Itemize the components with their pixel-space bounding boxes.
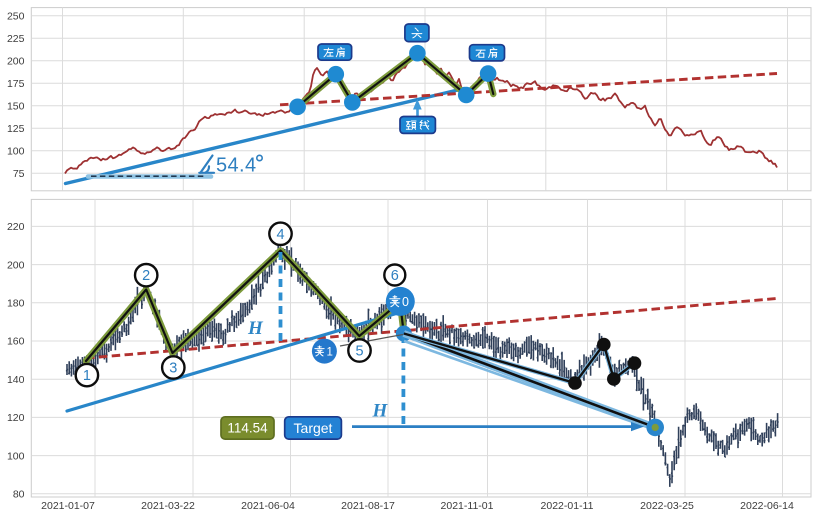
svg-text:2021-03-22: 2021-03-22: [141, 500, 195, 512]
svg-text:114.54: 114.54: [227, 421, 268, 436]
svg-text:175: 175: [7, 78, 25, 90]
svg-text:75: 75: [13, 168, 25, 180]
svg-text:125: 125: [7, 123, 25, 135]
svg-text:H: H: [247, 318, 264, 339]
svg-text:0: 0: [402, 295, 409, 309]
svg-text:100: 100: [7, 450, 25, 462]
svg-text:3: 3: [169, 361, 177, 377]
svg-text:220: 220: [7, 221, 25, 233]
svg-text:H: H: [372, 401, 389, 422]
svg-text:2021-11-01: 2021-11-01: [441, 500, 494, 512]
svg-text:150: 150: [7, 100, 25, 112]
svg-text:5: 5: [355, 344, 363, 360]
svg-text:2021-08-17: 2021-08-17: [341, 500, 395, 512]
svg-text:225: 225: [7, 33, 25, 45]
svg-text:160: 160: [7, 336, 25, 348]
svg-text:250: 250: [7, 10, 25, 22]
svg-text:2022-01-11: 2022-01-11: [541, 500, 594, 512]
svg-text:100: 100: [7, 145, 25, 157]
svg-text:4: 4: [276, 227, 284, 243]
svg-text:6: 6: [391, 268, 399, 284]
svg-text:180: 180: [7, 298, 25, 310]
svg-text:2022-03-25: 2022-03-25: [640, 500, 694, 512]
svg-text:200: 200: [7, 259, 25, 271]
svg-text:80: 80: [13, 489, 25, 501]
svg-text:2021-06-04: 2021-06-04: [241, 500, 295, 512]
svg-text:54.4: 54.4: [216, 155, 257, 177]
svg-text:Target: Target: [294, 420, 333, 436]
svg-text:2022-06-14: 2022-06-14: [740, 500, 794, 512]
svg-text:1: 1: [327, 346, 333, 358]
svg-text:200: 200: [7, 55, 25, 67]
svg-text:120: 120: [7, 412, 25, 424]
svg-text:2021-01-07: 2021-01-07: [41, 500, 95, 512]
svg-text:1: 1: [83, 368, 91, 384]
svg-text:140: 140: [7, 374, 25, 386]
svg-text:2: 2: [142, 268, 150, 284]
